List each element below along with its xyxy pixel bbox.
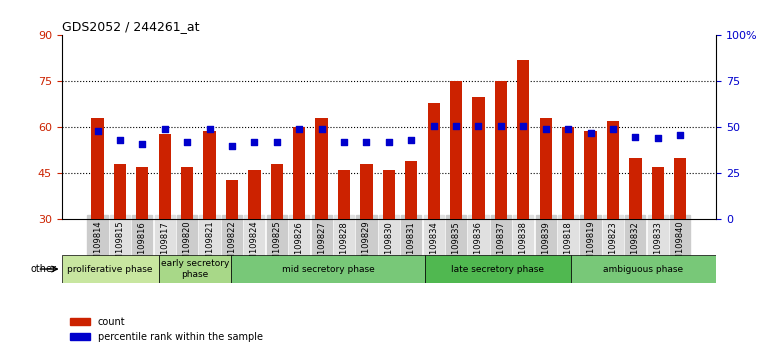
Bar (92, 118, 104, 219)
Bar (293, 127, 306, 219)
Bar (427, 103, 440, 219)
Bar (383, 170, 395, 219)
Bar (62, 255, 159, 283)
Text: mid secretory phase: mid secretory phase (282, 264, 375, 274)
Bar (159, 133, 171, 219)
Point (360, 139, 373, 145)
Bar (651, 167, 664, 219)
Point (607, 126, 619, 132)
Point (383, 139, 395, 145)
Point (248, 139, 260, 145)
Bar (629, 158, 641, 219)
Bar (425, 255, 571, 283)
Point (427, 123, 440, 129)
Point (629, 134, 641, 139)
Point (293, 126, 306, 132)
Bar (316, 118, 328, 219)
Bar (674, 158, 686, 219)
Point (495, 123, 507, 129)
Point (651, 136, 664, 141)
Bar (159, 255, 231, 283)
Bar (136, 167, 149, 219)
Text: early secretory
phase: early secretory phase (161, 259, 229, 279)
Bar (231, 255, 425, 283)
Bar (571, 255, 716, 283)
Point (159, 126, 171, 132)
Point (114, 137, 126, 143)
Text: ambiguous phase: ambiguous phase (604, 264, 684, 274)
Point (338, 139, 350, 145)
Bar (562, 127, 574, 219)
Bar (248, 170, 260, 219)
Bar (270, 164, 283, 219)
Bar (181, 167, 193, 219)
Bar (584, 131, 597, 219)
Point (405, 137, 417, 143)
Bar (517, 60, 530, 219)
Bar (450, 81, 462, 219)
Bar (472, 97, 484, 219)
Point (203, 126, 216, 132)
Text: late secretory phase: late secretory phase (451, 264, 544, 274)
Point (181, 139, 193, 145)
Point (92, 128, 104, 134)
Bar (114, 164, 126, 219)
Bar (360, 164, 373, 219)
Point (136, 141, 149, 147)
Text: GDS2052 / 244261_at: GDS2052 / 244261_at (62, 20, 199, 33)
Bar (405, 161, 417, 219)
Point (540, 126, 552, 132)
Bar (203, 131, 216, 219)
Legend: count, percentile rank within the sample: count, percentile rank within the sample (66, 313, 266, 346)
Bar (226, 179, 238, 219)
Point (584, 130, 597, 136)
Bar (607, 121, 619, 219)
Point (562, 126, 574, 132)
Text: other: other (31, 264, 57, 274)
Bar (495, 81, 507, 219)
Point (472, 123, 484, 129)
Point (270, 139, 283, 145)
Point (226, 143, 238, 149)
Point (450, 123, 462, 129)
Bar (338, 170, 350, 219)
Point (674, 132, 686, 138)
Point (316, 126, 328, 132)
Text: proliferative phase: proliferative phase (67, 264, 152, 274)
Point (517, 123, 530, 129)
Bar (540, 118, 552, 219)
